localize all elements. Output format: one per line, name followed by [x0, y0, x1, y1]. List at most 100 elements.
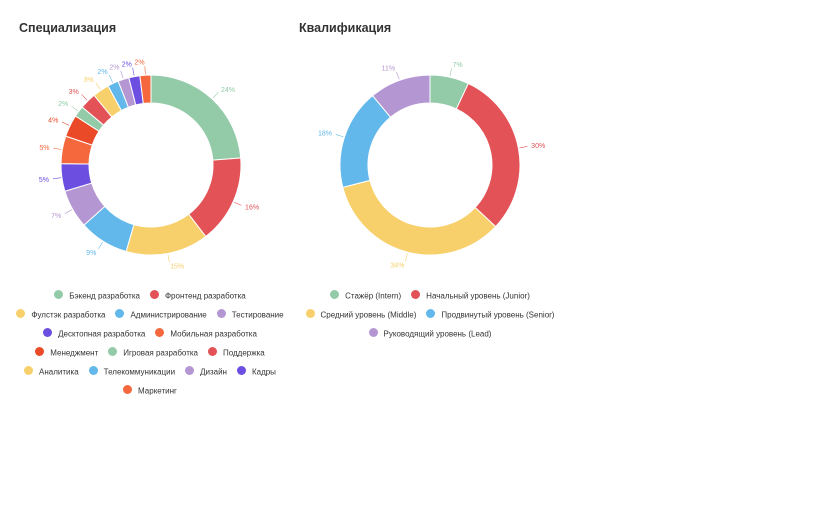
legend-label: Бэкенд разработка [69, 291, 140, 301]
legend-dot-icon [54, 290, 64, 300]
slice-label-фулстэк-разработка: 15% [170, 264, 184, 271]
legend-item-продвинутый-уровень-senior[interactable]: Продвинутый уровень (Senior) [426, 305, 554, 324]
legend-dot-icon [236, 366, 246, 376]
slice-connector-администрирование [98, 241, 103, 250]
legend-label: Фулстэк разработка [31, 310, 106, 320]
legend-row: Маркетинг [0, 381, 300, 400]
legend-dot-icon [411, 290, 421, 300]
slice-label-мобильная-разработка: 5% [39, 145, 49, 152]
legend-label: Администрирование [130, 310, 207, 320]
slice-продвинутый-уровень-senior[interactable] [339, 94, 392, 188]
legend-label: Дизайн [200, 367, 227, 377]
slice-label-бэкенд-разработка: 24% [221, 87, 235, 94]
slice-connector-стажёр-intern [449, 68, 452, 77]
legend-item-менеджмент[interactable]: Менеджмент [35, 343, 98, 362]
qualification-legend: Стажёр (Intern) Начальный уровень (Junior… [280, 286, 580, 343]
legend-row: Стажёр (Intern) Начальный уровень (Junior… [280, 286, 580, 305]
legend-label: Десктопная разработка [58, 329, 146, 339]
legend-label: Средний уровень (Middle) [320, 310, 417, 320]
legend-label: Тестирование [231, 310, 284, 320]
legend-row: Руководящий уровень (Lead) [280, 324, 580, 343]
legend-item-администрирование[interactable]: Администрирование [115, 305, 207, 324]
legend-dot-icon [149, 290, 159, 300]
slice-label-начальный-уровень-junior: 30% [531, 143, 545, 150]
slice-connector-менеджмент [61, 121, 70, 126]
slice-начальный-уровень-junior[interactable] [455, 82, 521, 228]
legend-item-начальный-уровень-junior[interactable]: Начальный уровень (Junior) [411, 286, 530, 305]
slice-label-продвинутый-уровень-senior: 18% [318, 131, 332, 138]
legend-item-дизайн[interactable]: Дизайн [185, 362, 227, 381]
slice-руководящий-уровень-lead[interactable] [371, 74, 431, 118]
slice-connector-кадры [132, 67, 135, 76]
specialization-legend: Бэкенд разработка Фронтенд разработка Фулс… [0, 286, 300, 400]
legend-label: Телекоммуникации [103, 367, 176, 377]
legend-label: Продвинутый уровень (Senior) [441, 310, 555, 320]
slice-label-десктопная-разработка: 5% [39, 177, 49, 184]
slice-connector-тестирование [64, 209, 72, 214]
legend-item-аналитика[interactable]: Аналитика [24, 362, 79, 381]
legend-dot-icon [207, 347, 217, 357]
legend-item-фулстэк-разработка[interactable]: Фулстэк разработка [16, 305, 105, 324]
legend-item-средний-уровень-middle[interactable]: Средний уровень (Middle) [305, 305, 417, 324]
legend-label: Маркетинг [138, 386, 177, 396]
slice-label-тестирование: 7% [51, 213, 61, 220]
slice-label-менеджмент: 4% [48, 118, 58, 125]
legend-item-тестирование[interactable]: Тестирование [216, 305, 284, 324]
legend-label: Стажёр (Intern) [345, 291, 402, 301]
legend-dot-icon [24, 366, 34, 376]
slice-label-маркетинг: 2% [134, 60, 144, 67]
slice-label-руководящий-уровень-lead: 11% [382, 66, 396, 73]
legend-dot-icon [115, 309, 125, 319]
slice-connector-мобильная-разработка [53, 147, 62, 150]
slice-connector-продвинутый-уровень-senior [335, 134, 344, 138]
legend-row: Фулстэк разработка Администрирование Тести… [0, 305, 300, 324]
slice-connector-поддержка [81, 94, 88, 101]
legend-item-бэкенд-разработка[interactable]: Бэкенд разработка [54, 286, 140, 305]
chart-title-specialization: Специализация [19, 21, 117, 35]
slice-маркетинг[interactable] [139, 74, 152, 105]
legend-item-кадры[interactable]: Кадры [236, 362, 276, 381]
legend-row: Десктопная разработка Мобильная разработк… [0, 324, 300, 343]
legend-dot-icon [305, 309, 315, 319]
legend-row: Средний уровень (Middle) Продвинутый уров… [280, 305, 580, 324]
chart-title-qualification: Квалификация [299, 21, 392, 35]
slice-connector-игровая-разработка [71, 105, 79, 112]
legend-item-фронтенд-разработка[interactable]: Фронтенд разработка [149, 286, 246, 305]
legend-item-десктопная-разработка[interactable]: Десктопная разработка [43, 324, 145, 343]
slice-label-телекоммуникации: 2% [97, 69, 107, 76]
slice-connector-начальный-уровень-junior [519, 146, 528, 149]
legend-item-поддержка[interactable]: Поддержка [207, 343, 265, 362]
legend-dot-icon [88, 366, 98, 376]
slice-фулстэк-разработка[interactable] [125, 213, 207, 256]
slice-label-средний-уровень-middle: 34% [390, 262, 404, 269]
slice-connector-фронтенд-разработка [233, 201, 242, 206]
legend-item-руководящий-уровень-lead[interactable]: Руководящий уровень (Lead) [368, 324, 492, 343]
legend-dot-icon [43, 328, 53, 338]
slice-label-дизайн: 2% [109, 64, 119, 71]
legend-row: Менеджмент Игровая разработка Поддержка [0, 343, 300, 362]
legend-label: Руководящий уровень (Lead) [383, 329, 492, 339]
legend-row: Бэкенд разработка Фронтенд разработка [0, 286, 300, 305]
legend-label: Фронтенд разработка [164, 291, 246, 301]
legend-item-маркетинг[interactable]: Маркетинг [123, 381, 177, 400]
slice-label-администрирование: 9% [86, 250, 96, 257]
legend-item-телекоммуникации[interactable]: Телекоммуникации [88, 362, 176, 381]
legend-item-стажёр-intern[interactable]: Стажёр (Intern) [330, 286, 401, 305]
slice-label-поддержка: 3% [69, 89, 79, 96]
legend-item-игровая-разработка[interactable]: Игровая разработка [108, 343, 198, 362]
legend-item-мобильная-разработка[interactable]: Мобильная разработка [155, 324, 257, 343]
slice-label-фронтенд-разработка: 16% [245, 204, 259, 211]
legend-label: Поддержка [222, 348, 265, 358]
slice-средний-уровень-middle[interactable] [342, 179, 497, 256]
slice-label-кадры: 2% [122, 61, 132, 68]
qualification-chart: Квалификация 7% 30% 34% 18% 11% Стажёр (Inte… [280, 0, 580, 528]
legend-dot-icon [426, 309, 436, 319]
legend-row: Аналитика Телекоммуникации Дизайн Кадры [0, 362, 300, 381]
legend-dot-icon [368, 328, 378, 338]
legend-label: Кадры [251, 367, 276, 377]
legend-dot-icon [155, 328, 165, 338]
legend-dot-icon [185, 366, 195, 376]
legend-dot-icon [16, 309, 26, 319]
slice-connector-аналитика [95, 82, 101, 90]
slice-label-игровая-разработка: 2% [58, 101, 68, 108]
